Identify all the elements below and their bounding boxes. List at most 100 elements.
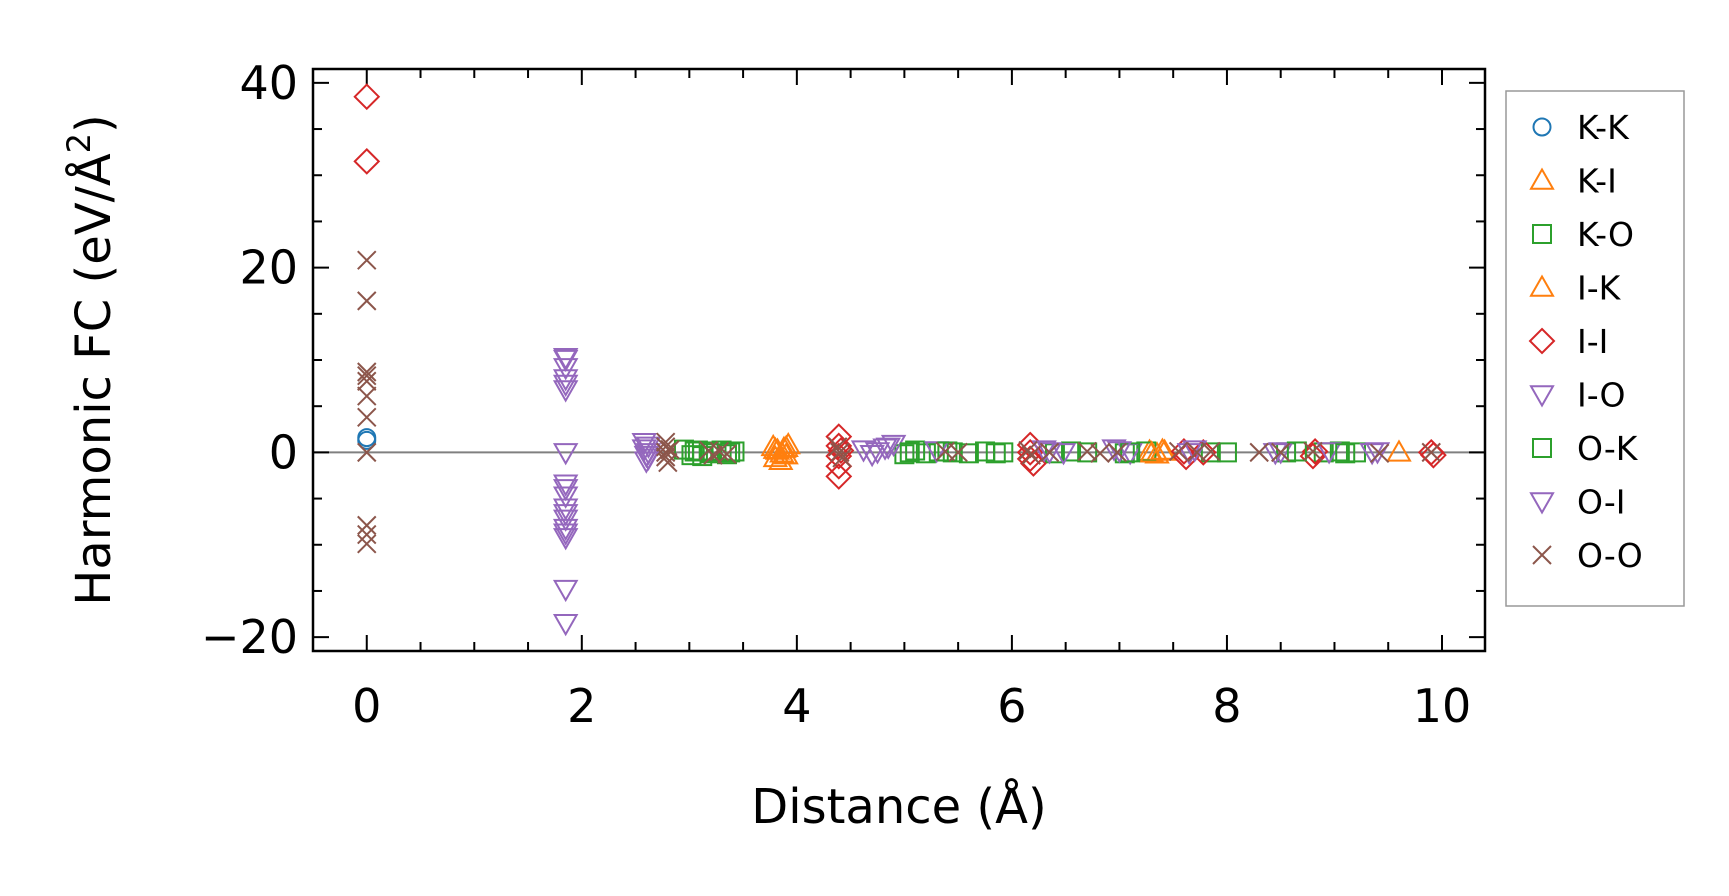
point-k-o xyxy=(905,440,926,461)
y-tick-label: 20 xyxy=(239,241,298,295)
y-axis-label: Harmonic FC (eV/Å2) xyxy=(60,114,122,606)
y-axis-label-close: ) xyxy=(66,114,122,133)
y-tick-label: 0 xyxy=(269,425,298,479)
point-o-i xyxy=(552,523,579,546)
point-o-o xyxy=(1249,442,1269,463)
point-o-o xyxy=(357,362,377,382)
point-o-o xyxy=(948,442,968,463)
point-o-o xyxy=(830,442,850,463)
y-tick-label: −20 xyxy=(201,610,298,664)
legend-marker-o-o xyxy=(1532,545,1552,565)
legend-label-i-k: I-K xyxy=(1577,269,1622,308)
series-i-i xyxy=(353,83,1447,490)
point-k-i xyxy=(768,447,794,470)
legend-marker-i-o xyxy=(1529,385,1555,408)
legend-marker-k-i xyxy=(1529,167,1555,190)
point-k-o xyxy=(1200,442,1221,463)
point-k-o xyxy=(1077,442,1098,463)
point-o-i xyxy=(552,374,579,398)
point-o-o xyxy=(357,442,377,463)
point-i-i xyxy=(1189,438,1217,466)
point-i-o xyxy=(1316,442,1342,465)
point-i-k xyxy=(1138,440,1165,463)
point-o-o xyxy=(357,386,377,406)
point-i-i xyxy=(825,462,853,490)
point-o-i xyxy=(635,448,662,471)
point-o-i xyxy=(635,443,662,466)
point-i-o xyxy=(552,528,579,551)
point-o-o xyxy=(709,441,730,462)
point-i-i xyxy=(1301,438,1329,465)
point-o-k xyxy=(700,443,721,464)
point-i-k xyxy=(762,436,789,459)
legend-label-k-i: K-I xyxy=(1577,162,1617,201)
point-o-i xyxy=(552,349,579,373)
x-tick-label: 8 xyxy=(1212,679,1241,733)
point-o-i xyxy=(1359,443,1385,466)
point-o-o xyxy=(717,444,737,464)
legend: K-K K-I K-O I-K I-I I-O O-K O-I O-O xyxy=(1505,90,1685,607)
point-o-o xyxy=(1090,443,1110,464)
point-k-i xyxy=(1386,439,1412,462)
point-i-o xyxy=(552,614,579,637)
legend-label-k-k: K-K xyxy=(1577,108,1630,147)
point-i-i xyxy=(1419,441,1447,469)
point-o-i xyxy=(875,437,901,460)
point-i-o xyxy=(552,579,579,603)
point-o-o xyxy=(1369,443,1390,464)
point-o-o xyxy=(1107,442,1127,463)
point-o-i xyxy=(1106,441,1133,464)
point-i-i xyxy=(353,83,381,111)
point-i-o xyxy=(552,358,579,381)
point-o-o xyxy=(655,437,676,457)
point-k-o xyxy=(894,444,915,465)
legend-label-o-o: O-O xyxy=(1577,536,1643,575)
point-o-i xyxy=(864,442,891,465)
point-o-k xyxy=(985,443,1006,464)
point-i-i xyxy=(825,432,853,460)
x-tick-label: 2 xyxy=(567,679,596,733)
point-o-o xyxy=(357,534,377,554)
point-k-o xyxy=(1061,441,1082,462)
data-marks-layer xyxy=(353,83,1447,637)
point-i-o xyxy=(552,474,579,497)
legend-marker-o-i xyxy=(1529,492,1555,515)
legend-marker-k-k xyxy=(1532,117,1552,137)
tick-labels-layer: 0 2 4 6 8 10 −20 0 20 40 xyxy=(201,56,1471,733)
point-i-o xyxy=(552,486,579,509)
ticks-layer xyxy=(313,69,1485,651)
point-o-k xyxy=(1286,441,1307,462)
series-o-o xyxy=(357,250,1441,554)
point-o-k xyxy=(684,441,705,462)
legend-marker-k-o xyxy=(1532,224,1552,244)
point-o-o xyxy=(1021,445,1041,465)
point-o-o xyxy=(660,439,680,460)
point-o-o xyxy=(357,291,377,311)
point-o-i xyxy=(552,479,579,502)
y-axis-label-superscript: 2 xyxy=(60,133,98,153)
point-o-k xyxy=(899,442,920,463)
point-i-k xyxy=(1149,437,1176,460)
point-o-o xyxy=(1271,442,1291,463)
y-axis-label-main: Harmonic FC (eV/Å xyxy=(65,153,122,606)
y-tick-label: 40 xyxy=(239,56,298,110)
series-o-i xyxy=(552,349,1385,546)
legend-label-i-i: I-I xyxy=(1577,322,1608,361)
point-i-o xyxy=(1050,443,1077,466)
point-o-o xyxy=(357,371,377,391)
series-k-k xyxy=(357,428,377,450)
point-o-o xyxy=(1303,441,1323,462)
point-o-k xyxy=(1216,442,1237,463)
point-i-i xyxy=(353,147,381,175)
point-o-k xyxy=(1335,443,1356,464)
point-i-o xyxy=(635,436,662,459)
point-i-o xyxy=(850,440,877,463)
point-i-o xyxy=(552,443,579,466)
point-o-o xyxy=(357,365,377,386)
legend-label-o-i: O-I xyxy=(1577,483,1626,522)
legend-frame xyxy=(1505,90,1685,607)
point-o-o xyxy=(1201,441,1221,462)
point-i-o xyxy=(552,380,579,403)
